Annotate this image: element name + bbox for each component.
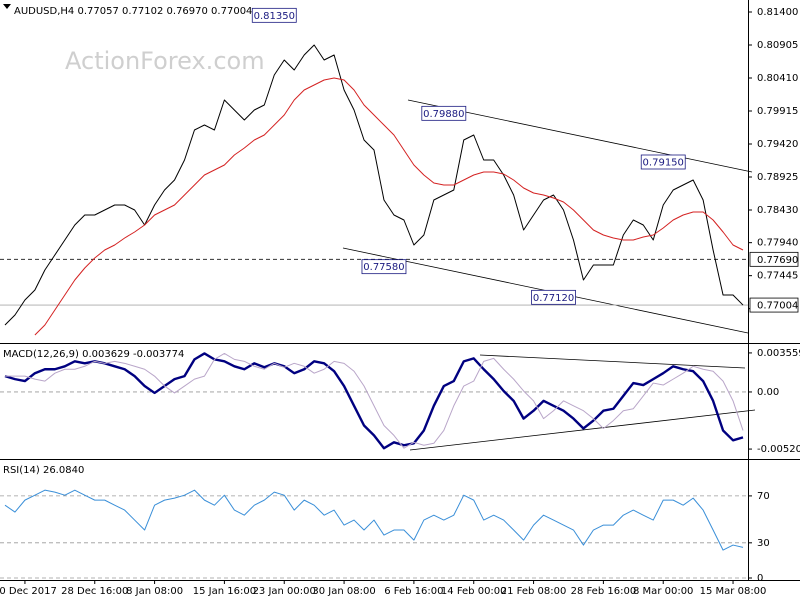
trend-line [479, 354, 746, 369]
y-tick-label: 0.78430 [757, 205, 798, 216]
annotation-box [361, 259, 407, 275]
y-tick-label: 0.79420 [757, 139, 798, 150]
annotation-label: 0.81350 [254, 11, 295, 22]
annotation-box [531, 289, 576, 305]
x-tick-label: 23 Jan 00:00 [253, 586, 316, 597]
watermark: ActionForex.com [65, 47, 265, 75]
series-line [34, 77, 744, 336]
y-tick-label: 0.81400 [757, 7, 798, 18]
trend-line [409, 409, 756, 451]
y-tick-label: 70 [757, 491, 770, 502]
x-tick-label: 15 Mar 08:00 [700, 586, 767, 597]
level-label-box [749, 297, 799, 313]
y-tick-label: 0.79915 [757, 106, 798, 117]
plot-layer: ActionForex.com AUDUSD,H4 0.77057 0.77102… [0, 6, 800, 597]
x-tick-label: 8 Jan 08:00 [126, 586, 183, 597]
level-label-box [749, 251, 799, 267]
x-tick-label: 15 Jan 16:00 [193, 586, 256, 597]
panel-title: MACD(12,26,9) 0.003629 -0.003774 [3, 349, 184, 360]
x-tick-label: 14 Feb 00:00 [441, 586, 507, 597]
x-tick-label: 6 Feb 16:00 [384, 586, 443, 597]
annotation-label: 0.77580 [363, 262, 404, 273]
x-tick-label: 20 Dec 2017 [0, 586, 57, 597]
series-line [4, 44, 744, 326]
annotation-label: 0.79150 [643, 158, 684, 169]
panel-title: AUDUSD,H4 0.77057 0.77102 0.76970 0.7700… [14, 6, 252, 17]
level-label: 0.77690 [757, 255, 798, 266]
x-tick-label: 21 Feb 08:00 [501, 586, 567, 597]
x-tick-label: 28 Feb 16:00 [571, 586, 637, 597]
y-tick-label: 0.78925 [757, 172, 798, 183]
y-tick-label: 0 [757, 573, 763, 584]
panel-title: RSI(14) 26.0840 [3, 465, 84, 476]
y-tick-label: 0.80905 [757, 40, 798, 51]
y-tick-label: 0.003559 [757, 348, 800, 359]
level-label: 0.77004 [757, 301, 798, 312]
series-line [4, 352, 744, 449]
annotation-box [251, 7, 297, 23]
y-tick-label: 0.77940 [757, 238, 798, 249]
x-tick-label: 30 Jan 08:00 [312, 586, 375, 597]
annotation-label: 0.79880 [423, 109, 464, 120]
x-tick-label: 8 Mar 00:00 [633, 586, 693, 597]
series-line [4, 352, 744, 450]
menu-icon [3, 4, 11, 9]
series-line [4, 489, 744, 551]
y-tick-label: 0.80410 [757, 73, 798, 84]
y-tick-label: 0.00 [757, 387, 779, 398]
x-tick-label: 28 Dec 16:00 [61, 586, 128, 597]
annotation-box [640, 154, 686, 170]
y-tick-label: -0.005207 [757, 444, 800, 455]
y-tick-label: 30 [757, 538, 770, 549]
annotation-box [421, 105, 467, 121]
y-tick-label: 0.77445 [757, 271, 798, 282]
annotation-label: 0.77120 [533, 293, 574, 304]
